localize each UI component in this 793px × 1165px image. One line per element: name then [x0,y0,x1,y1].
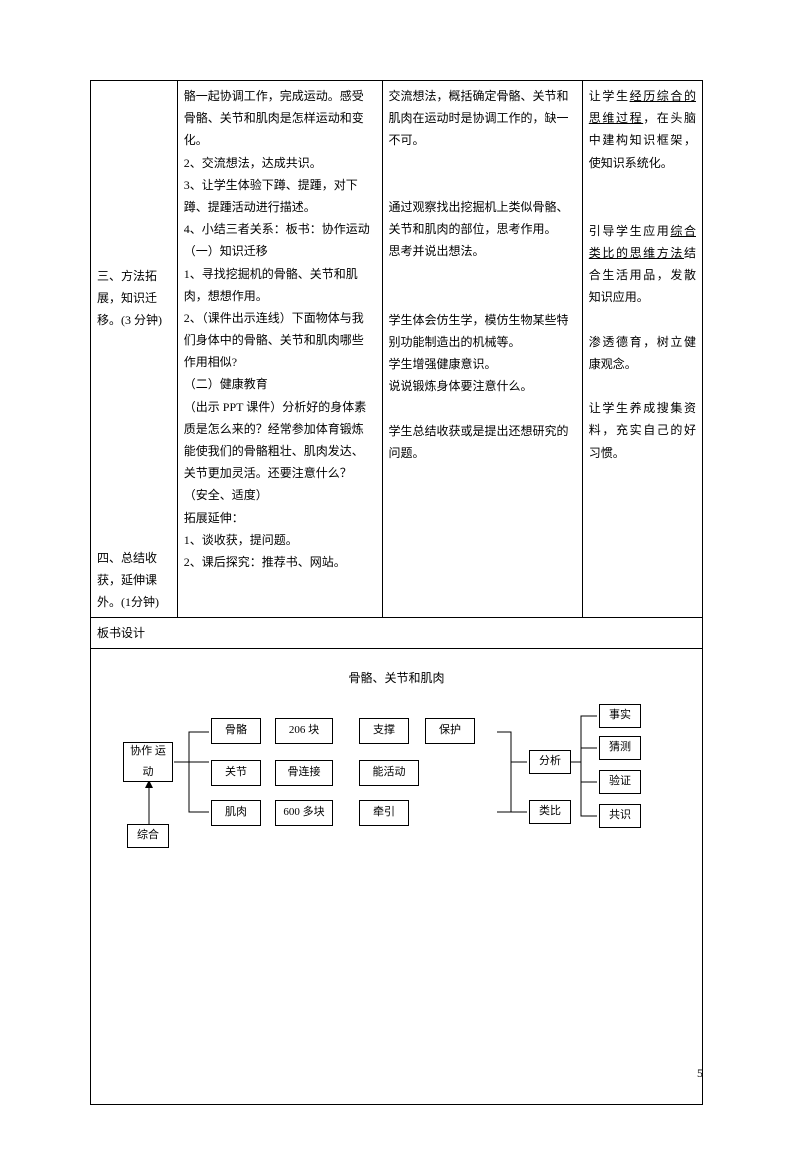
box-gulianjie: 骨连接 [275,760,333,786]
box-yanzheng: 验证 [599,770,641,794]
student-activity-2: 学生体会仿生学，模仿生物某些特别功能制造出的机械等。 学生增强健康意识。 说说锻… [389,265,576,465]
phase-4: 四、总结收获，延伸课外。(1分钟) [97,547,171,614]
box-synth: 综合 [127,824,169,848]
box-leibi: 类比 [529,800,571,824]
box-qianyin: 牵引 [359,800,409,826]
box-shishi: 事实 [599,704,641,728]
box-guanjie: 关节 [211,760,261,786]
teacher-activity-2: 1、寻找挖掘机的骨骼、关节和肌肉，想想作用。 2、（课件出示连线）下面物体与我们… [184,263,376,529]
box-coop: 协作 运动 [123,742,173,782]
box-baohu: 保护 [425,718,475,744]
intent-1a: 让学生 [589,89,630,103]
intent-2c: 结合生活用品，发散知识应用。 渗透德育，树立健康观念。 让学生养成搜集资料，充实… [589,246,696,460]
student-activity-1: 交流想法，概括确定骨骼、关节和肌肉在运动时是协调工作的，缺一不可。 通过观察找出… [389,85,576,263]
teacher-activity-1: 骼一起协调工作，完成运动。感受骨骼、关节和肌肉是怎样运动和变化。 2、交流想法，… [184,85,376,263]
box-guge: 骨骼 [211,718,261,744]
board-design-label: 板书设计 [91,618,703,649]
box-gongshi: 共识 [599,804,641,828]
box-206: 206 块 [275,718,333,744]
concept-diagram: 协作 运动 综合 骨骼 关节 肌肉 206 块 骨连接 600 多块 支撑 能活… [99,704,694,884]
lesson-plan-table: 三、方法拓展，知识迁移。(3 分钟) 四、总结收获，延伸课外。(1分钟) 骼一起… [90,80,703,1105]
diagram-title: 骨骼、关节和肌肉 [99,649,694,703]
box-zhicheng: 支撑 [359,718,409,744]
teacher-activity-3: 1、谈收获，提问题。 2、课后探究：推荐书、网站。 [184,529,376,573]
phase-3: 三、方法拓展，知识迁移。(3 分钟) [97,265,171,332]
board-design-row: 骨骼、关节和肌肉 协作 运动 综合 骨骼 关节 肌肉 [91,649,703,1104]
box-nenghuodong: 能活动 [359,760,419,786]
box-jirou: 肌肉 [211,800,261,826]
board-label-row: 板书设计 [91,618,703,649]
box-600: 600 多块 [275,800,333,826]
intent-2a: 引导学生应用 [589,224,671,238]
box-fenxi: 分析 [529,750,571,774]
page-number: 5 [697,1062,703,1084]
box-caice: 猜测 [599,736,641,760]
